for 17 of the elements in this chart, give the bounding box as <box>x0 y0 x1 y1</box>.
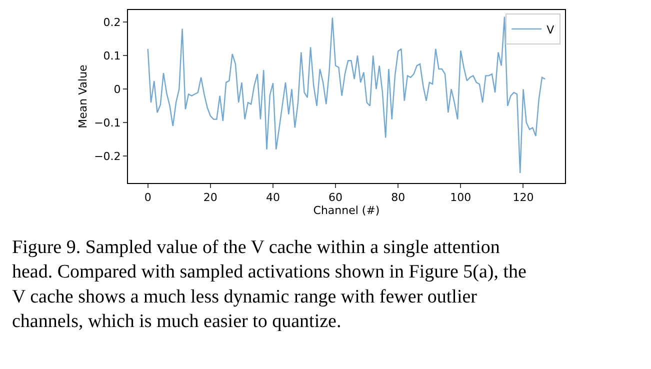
legend-label: V <box>546 23 555 36</box>
y-tick-label: −0.1 <box>94 116 121 130</box>
x-tick-label: 20 <box>203 191 218 204</box>
y-tick-label: 0 <box>114 82 121 96</box>
x-tick-label: 40 <box>266 191 280 204</box>
y-tick-label: 0.1 <box>103 49 121 62</box>
x-tick-label: 60 <box>328 191 343 204</box>
caption: Figure 9. Sampled value of the V cache within a single attention head. Compared with sampled activations shown in Figure 5(a), the V cache shows a much less dynamic range with fewer outlier channels, which is much easier to quantize. <box>12 237 526 332</box>
x-tick-label: 120 <box>512 191 534 204</box>
y-axis-title: Mean Value <box>76 64 90 128</box>
y-tick-label: 0.2 <box>103 16 121 29</box>
x-tick-label: 80 <box>391 191 406 204</box>
y-tick-label: −0.2 <box>94 150 121 164</box>
x-axis-title: Channel (#) <box>313 204 380 218</box>
line-series <box>147 16 546 174</box>
x-tick-label: 0 <box>144 191 152 204</box>
x-tick-label: 100 <box>450 191 472 204</box>
